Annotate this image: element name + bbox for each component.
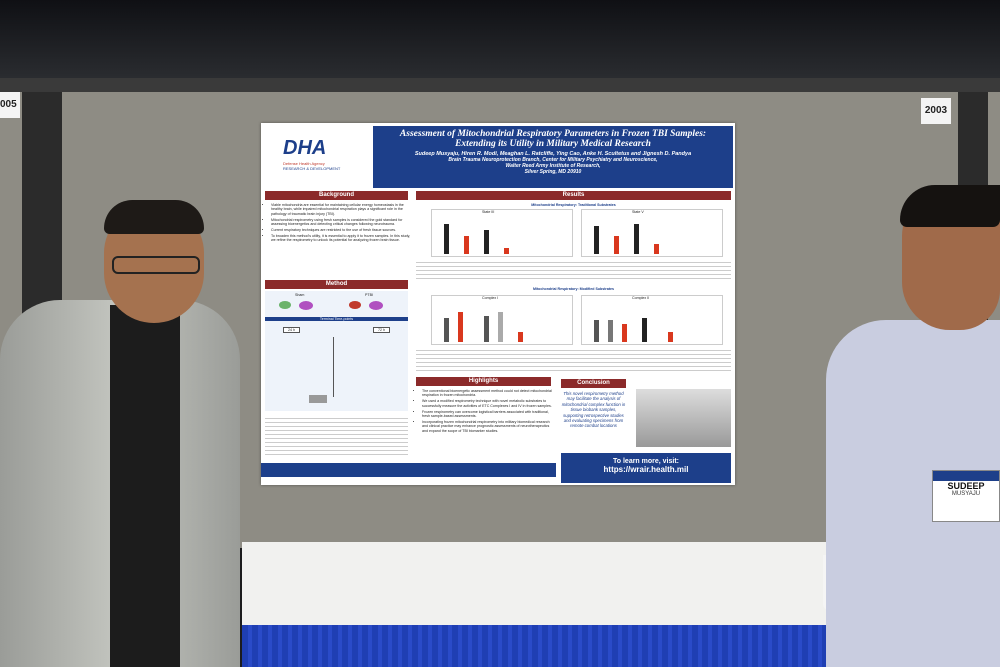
photo-inset [636,389,731,447]
bullet: We used a modified respirometry techniqu… [422,399,555,408]
booth-number: 005 [0,92,20,118]
conclusion-text: This novel respirometry method may facil… [561,391,626,429]
timepoint: 72 h [373,327,390,334]
icon [299,301,313,310]
bullet: Incorporating frozen mitochondrial respi… [422,420,555,433]
badge-first-name: SUDEEP [947,481,985,491]
panel-title: Complex II [632,296,650,300]
panel-title: State V [632,210,644,214]
affiliation: Brain Trauma Neuroprotection Branch, Cen… [373,157,733,175]
method-text [265,415,408,455]
section-heading: Background [265,191,408,200]
bullet-list: The conventional bioenergetic assessment… [416,389,555,435]
title: Assessment of Mitochondrial Respiratory … [399,129,707,149]
caption [416,347,731,371]
panel-title: State III [482,210,495,214]
panel-title: Complex I [482,296,499,300]
bullet-list: Viable mitochondria are essential for ma… [265,203,411,244]
subheading: Mitochondrial Respiratory: Modified Subs… [532,287,615,291]
chart-panel: State V [581,209,723,257]
poster: DHA Defense Health Agency RESEARCH & DEV… [261,123,735,485]
badge-last-name: MUSYAJU [951,491,981,497]
bullet: The conventional bioenergetic assessment… [422,389,555,398]
icon [279,301,291,309]
subheading: Mitochondrial Respiratory: Traditional S… [531,203,616,207]
person-shirt [110,305,180,667]
bars [594,304,694,342]
flow-line [333,337,334,397]
bullet: To broaden this method's utility, it is … [271,234,411,243]
bullet: Mitochondrial respirometry using fresh s… [271,218,411,227]
bullet: Frozen respirometry can overcome logisti… [422,410,555,419]
instrument-icon [309,395,327,403]
authors: Sudeep Musyaju, Hiren R. Modi, Meaghan L… [414,151,692,157]
section-heading: Conclusion [561,379,626,388]
chart-panel: Complex II [581,295,723,345]
chart-panel: Complex I [431,295,573,345]
bullet: Current respiratory techniques are restr… [271,228,411,232]
icon [369,301,383,310]
bars [594,218,674,254]
bullet: Viable mitochondria are essential for ma… [271,203,411,216]
name-badge: SUDEEP MUSYAJU [932,470,1000,522]
section-heading: Method [265,280,408,289]
chart-panel: State III [431,209,573,257]
section-heading: Highlights [416,377,551,386]
affiliation-line: Silver Spring, MD 20910 [524,169,582,175]
person-hair [900,185,1000,227]
section-heading: Results [416,191,731,200]
ceiling [0,0,1000,78]
icon [349,301,361,309]
table [242,542,862,632]
timepoint: 24 h [283,327,300,334]
learn-more: To learn more, visit: [613,458,679,465]
timepoints-label: Terminal Time-points [265,317,408,322]
logo-subtitle: Defense Health Agency [283,161,325,166]
url: https://wrair.health.mil [603,465,689,474]
frame [0,78,1000,92]
group-label: Sham [295,293,305,297]
header: Assessment of Mitochondrial Respiratory … [373,126,733,188]
bars [444,218,524,254]
bars [444,304,544,342]
method-figure: Sham PTBI Terminal Time-points 24 h 72 h [265,291,408,411]
footer-link: To learn more, visit: https://wrair.heal… [561,453,731,483]
group-label: PTBI [365,293,373,297]
glasses [112,256,200,274]
caption [416,259,731,279]
disclaimer-bar [261,463,556,477]
booth-number: 2003 [921,98,951,124]
affiliation-line: Walter Reed Army Institute of Research, [505,163,601,169]
table-skirt [242,625,862,667]
person-hair [104,200,204,234]
logo: DHA [283,137,327,159]
logo-tagline: RESEARCH & DEVELOPMENT [283,166,341,171]
badge-band [933,471,999,481]
affiliation-line: Brain Trauma Neuroprotection Branch, Cen… [448,157,658,163]
